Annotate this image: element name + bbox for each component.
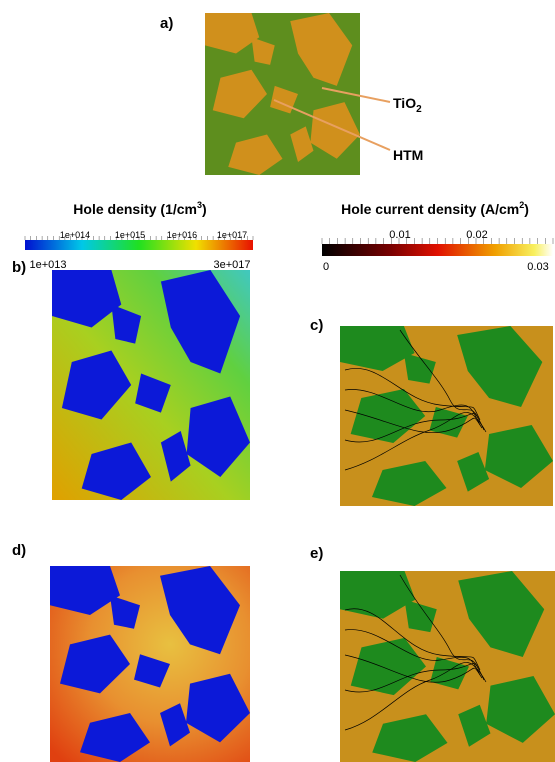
colorbar-label: 0.01 [389, 229, 410, 241]
arrow [273, 99, 391, 151]
annotation: TiO2 [393, 95, 422, 115]
panel-label: b) [12, 259, 26, 276]
colorbar-label: 1e+017 [217, 230, 247, 240]
colorbar-label: 0.03 [527, 261, 548, 273]
colorbar-label: 3e+017 [213, 259, 250, 271]
colorbar [322, 244, 553, 256]
colorbar-label: 1e+016 [167, 230, 197, 240]
colorbar-label: 1e+013 [29, 259, 66, 271]
colorbar-label: 1e+014 [60, 230, 90, 240]
colorbar-label: 1e+015 [115, 230, 145, 240]
annotation: HTM [393, 147, 423, 163]
streamlines [344, 329, 487, 471]
colorbar [25, 240, 253, 250]
colorbar-title: Hole current density (A/cm2) [341, 200, 529, 217]
colorbar-label: 0.02 [466, 229, 487, 241]
panel-label: c) [310, 317, 323, 334]
colorbar-title: Hole density (1/cm3) [73, 200, 206, 217]
panel-label: a) [160, 15, 173, 32]
panel-label: d) [12, 542, 26, 559]
panel-label: e) [310, 545, 323, 562]
streamlines [344, 574, 487, 731]
arrow [321, 87, 391, 103]
colorbar-label: 0 [323, 261, 329, 273]
